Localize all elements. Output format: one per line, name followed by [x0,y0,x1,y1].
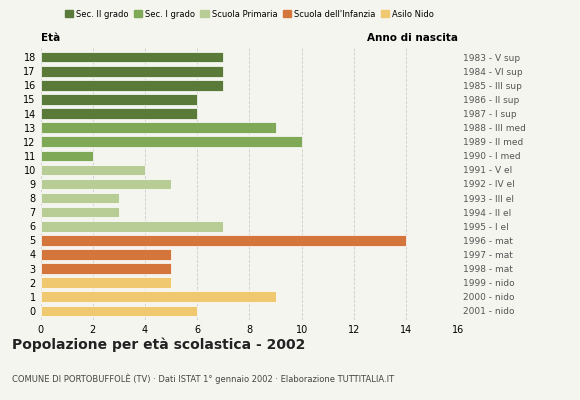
Text: Età: Età [41,32,60,42]
Bar [41,94,197,105]
Text: COMUNE DI PORTOBUFFOLÈ (TV) · Dati ISTAT 1° gennaio 2002 · Elaborazione TUTTITAL: COMUNE DI PORTOBUFFOLÈ (TV) · Dati ISTAT… [12,374,394,384]
Bar [41,136,302,147]
Bar [41,52,223,62]
Bar [41,150,93,161]
Bar [41,221,223,232]
Text: Anno di nascita: Anno di nascita [367,32,458,42]
Bar [41,122,276,133]
Bar [41,108,197,119]
Bar [41,193,119,203]
Bar [41,277,171,288]
Bar [41,165,145,175]
Bar [41,207,119,218]
Bar [41,292,276,302]
Bar [41,263,171,274]
Bar [41,80,223,91]
Bar [41,235,406,246]
Legend: Sec. II grado, Sec. I grado, Scuola Primaria, Scuola dell'Infanzia, Asilo Nido: Sec. II grado, Sec. I grado, Scuola Prim… [61,6,437,22]
Bar [41,249,171,260]
Text: Popolazione per età scolastica - 2002: Popolazione per età scolastica - 2002 [12,338,305,352]
Bar [41,66,223,76]
Bar [41,306,197,316]
Bar [41,179,171,189]
